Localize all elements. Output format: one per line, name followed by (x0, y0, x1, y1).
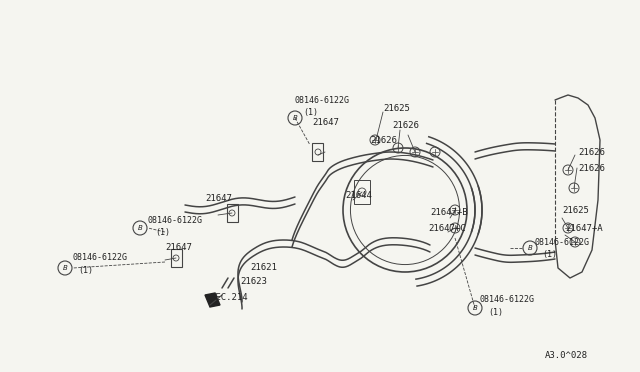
Text: 21623: 21623 (240, 278, 267, 286)
Text: 08146-6122G: 08146-6122G (295, 96, 350, 105)
Text: B: B (138, 225, 142, 231)
Text: 21647: 21647 (205, 193, 232, 202)
Text: 21644: 21644 (345, 190, 372, 199)
Text: 21647: 21647 (165, 244, 192, 253)
Text: 21647+B: 21647+B (430, 208, 468, 217)
Text: (1): (1) (78, 266, 93, 275)
Text: (1): (1) (155, 228, 170, 237)
Text: (1): (1) (488, 308, 503, 317)
Text: A3.0^028: A3.0^028 (545, 350, 588, 359)
Text: 21621: 21621 (250, 263, 277, 273)
Text: SEC.214: SEC.214 (210, 294, 248, 302)
Text: 08146-6122G: 08146-6122G (535, 237, 590, 247)
Text: B: B (292, 115, 298, 121)
Text: 21647+A: 21647+A (565, 224, 603, 232)
Text: 21626: 21626 (392, 121, 419, 129)
Text: 08146-6122G: 08146-6122G (480, 295, 535, 305)
Text: 21626: 21626 (578, 164, 605, 173)
Text: 21625: 21625 (383, 103, 410, 112)
Text: 08146-6122G: 08146-6122G (72, 253, 127, 263)
Text: B: B (472, 305, 477, 311)
Text: (1): (1) (542, 250, 557, 260)
Text: (1): (1) (303, 108, 318, 116)
Text: B: B (63, 265, 67, 271)
Text: B: B (527, 245, 532, 251)
Text: 21647+C: 21647+C (428, 224, 466, 232)
Text: 21626: 21626 (578, 148, 605, 157)
Text: 08146-6122G: 08146-6122G (148, 215, 203, 224)
Text: 21647: 21647 (312, 118, 339, 126)
Text: 21625: 21625 (562, 205, 589, 215)
Polygon shape (205, 293, 220, 307)
Text: 21626: 21626 (370, 135, 397, 144)
